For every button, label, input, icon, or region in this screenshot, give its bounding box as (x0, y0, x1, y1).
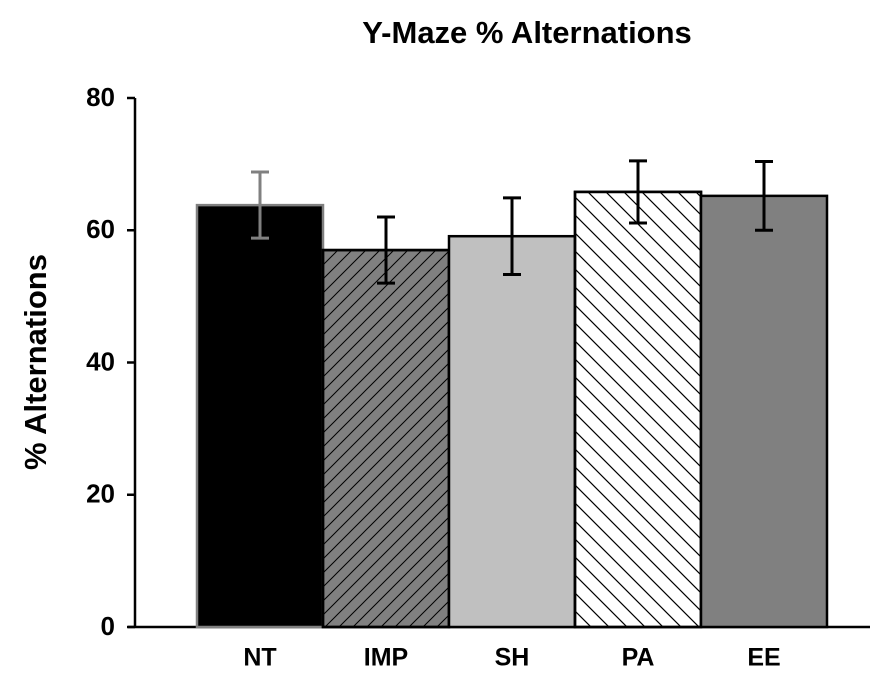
y-tick-label: 60 (86, 214, 115, 244)
bar (699, 194, 829, 629)
x-tick-label: SH (495, 644, 530, 672)
y-tick-label: 0 (101, 611, 115, 641)
error-bar (629, 159, 647, 225)
error-bar (503, 196, 521, 277)
error-bar (251, 170, 269, 240)
x-tick-label: PA (622, 644, 655, 672)
x-tick-label: NT (243, 644, 276, 672)
x-tick-label: EE (747, 644, 780, 672)
bar-hatch (573, 190, 703, 629)
bar-hatch (321, 248, 451, 629)
x-tick-label: IMP (364, 644, 408, 672)
y-axis-label: % Alternations (18, 254, 53, 470)
y-tick-label: 20 (86, 479, 115, 509)
error-bar (755, 159, 773, 232)
bar (195, 203, 325, 629)
y-tick-label: 80 (86, 82, 115, 112)
bar (447, 234, 577, 629)
error-bar (377, 215, 395, 285)
chart-title: Y-Maze % Alternations (362, 15, 692, 50)
y-tick-label: 40 (86, 346, 115, 376)
